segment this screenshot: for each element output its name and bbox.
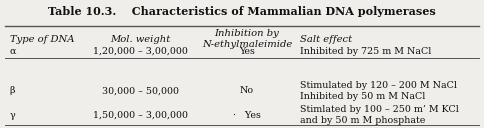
Text: Mol. weight: Mol. weight [110,35,170,44]
Text: 1,50,000 – 3,00,000: 1,50,000 – 3,00,000 [93,111,188,120]
Text: Type of DNA: Type of DNA [10,35,74,44]
Text: Table 10.3.    Characteristics of Mammalian DNA polymerases: Table 10.3. Characteristics of Mammalian… [48,6,436,17]
Text: 1,20,000 – 3,00,000: 1,20,000 – 3,00,000 [93,47,188,56]
Text: Stimlated by 100 – 250 m’ M KCl
and by 50 m M phosphate: Stimlated by 100 – 250 m’ M KCl and by 5… [300,105,459,125]
Text: Yes: Yes [239,47,255,56]
Text: Inhibition by
N-ethylmaleimide: Inhibition by N-ethylmaleimide [202,29,292,49]
Text: Salt effect: Salt effect [300,35,352,44]
Text: Inhibited by 725 m M NaCl: Inhibited by 725 m M NaCl [300,47,431,56]
Text: 30,000 – 50,000: 30,000 – 50,000 [102,86,179,95]
Text: Stimulated by 120 – 200 M NaCl
Inhibited by 50 m M NaCl: Stimulated by 120 – 200 M NaCl Inhibited… [300,81,457,101]
Text: ·   Yes: · Yes [233,111,261,120]
Text: α: α [10,47,16,56]
Text: γ: γ [10,111,15,120]
Text: No: No [240,86,254,95]
Text: β: β [10,86,15,95]
